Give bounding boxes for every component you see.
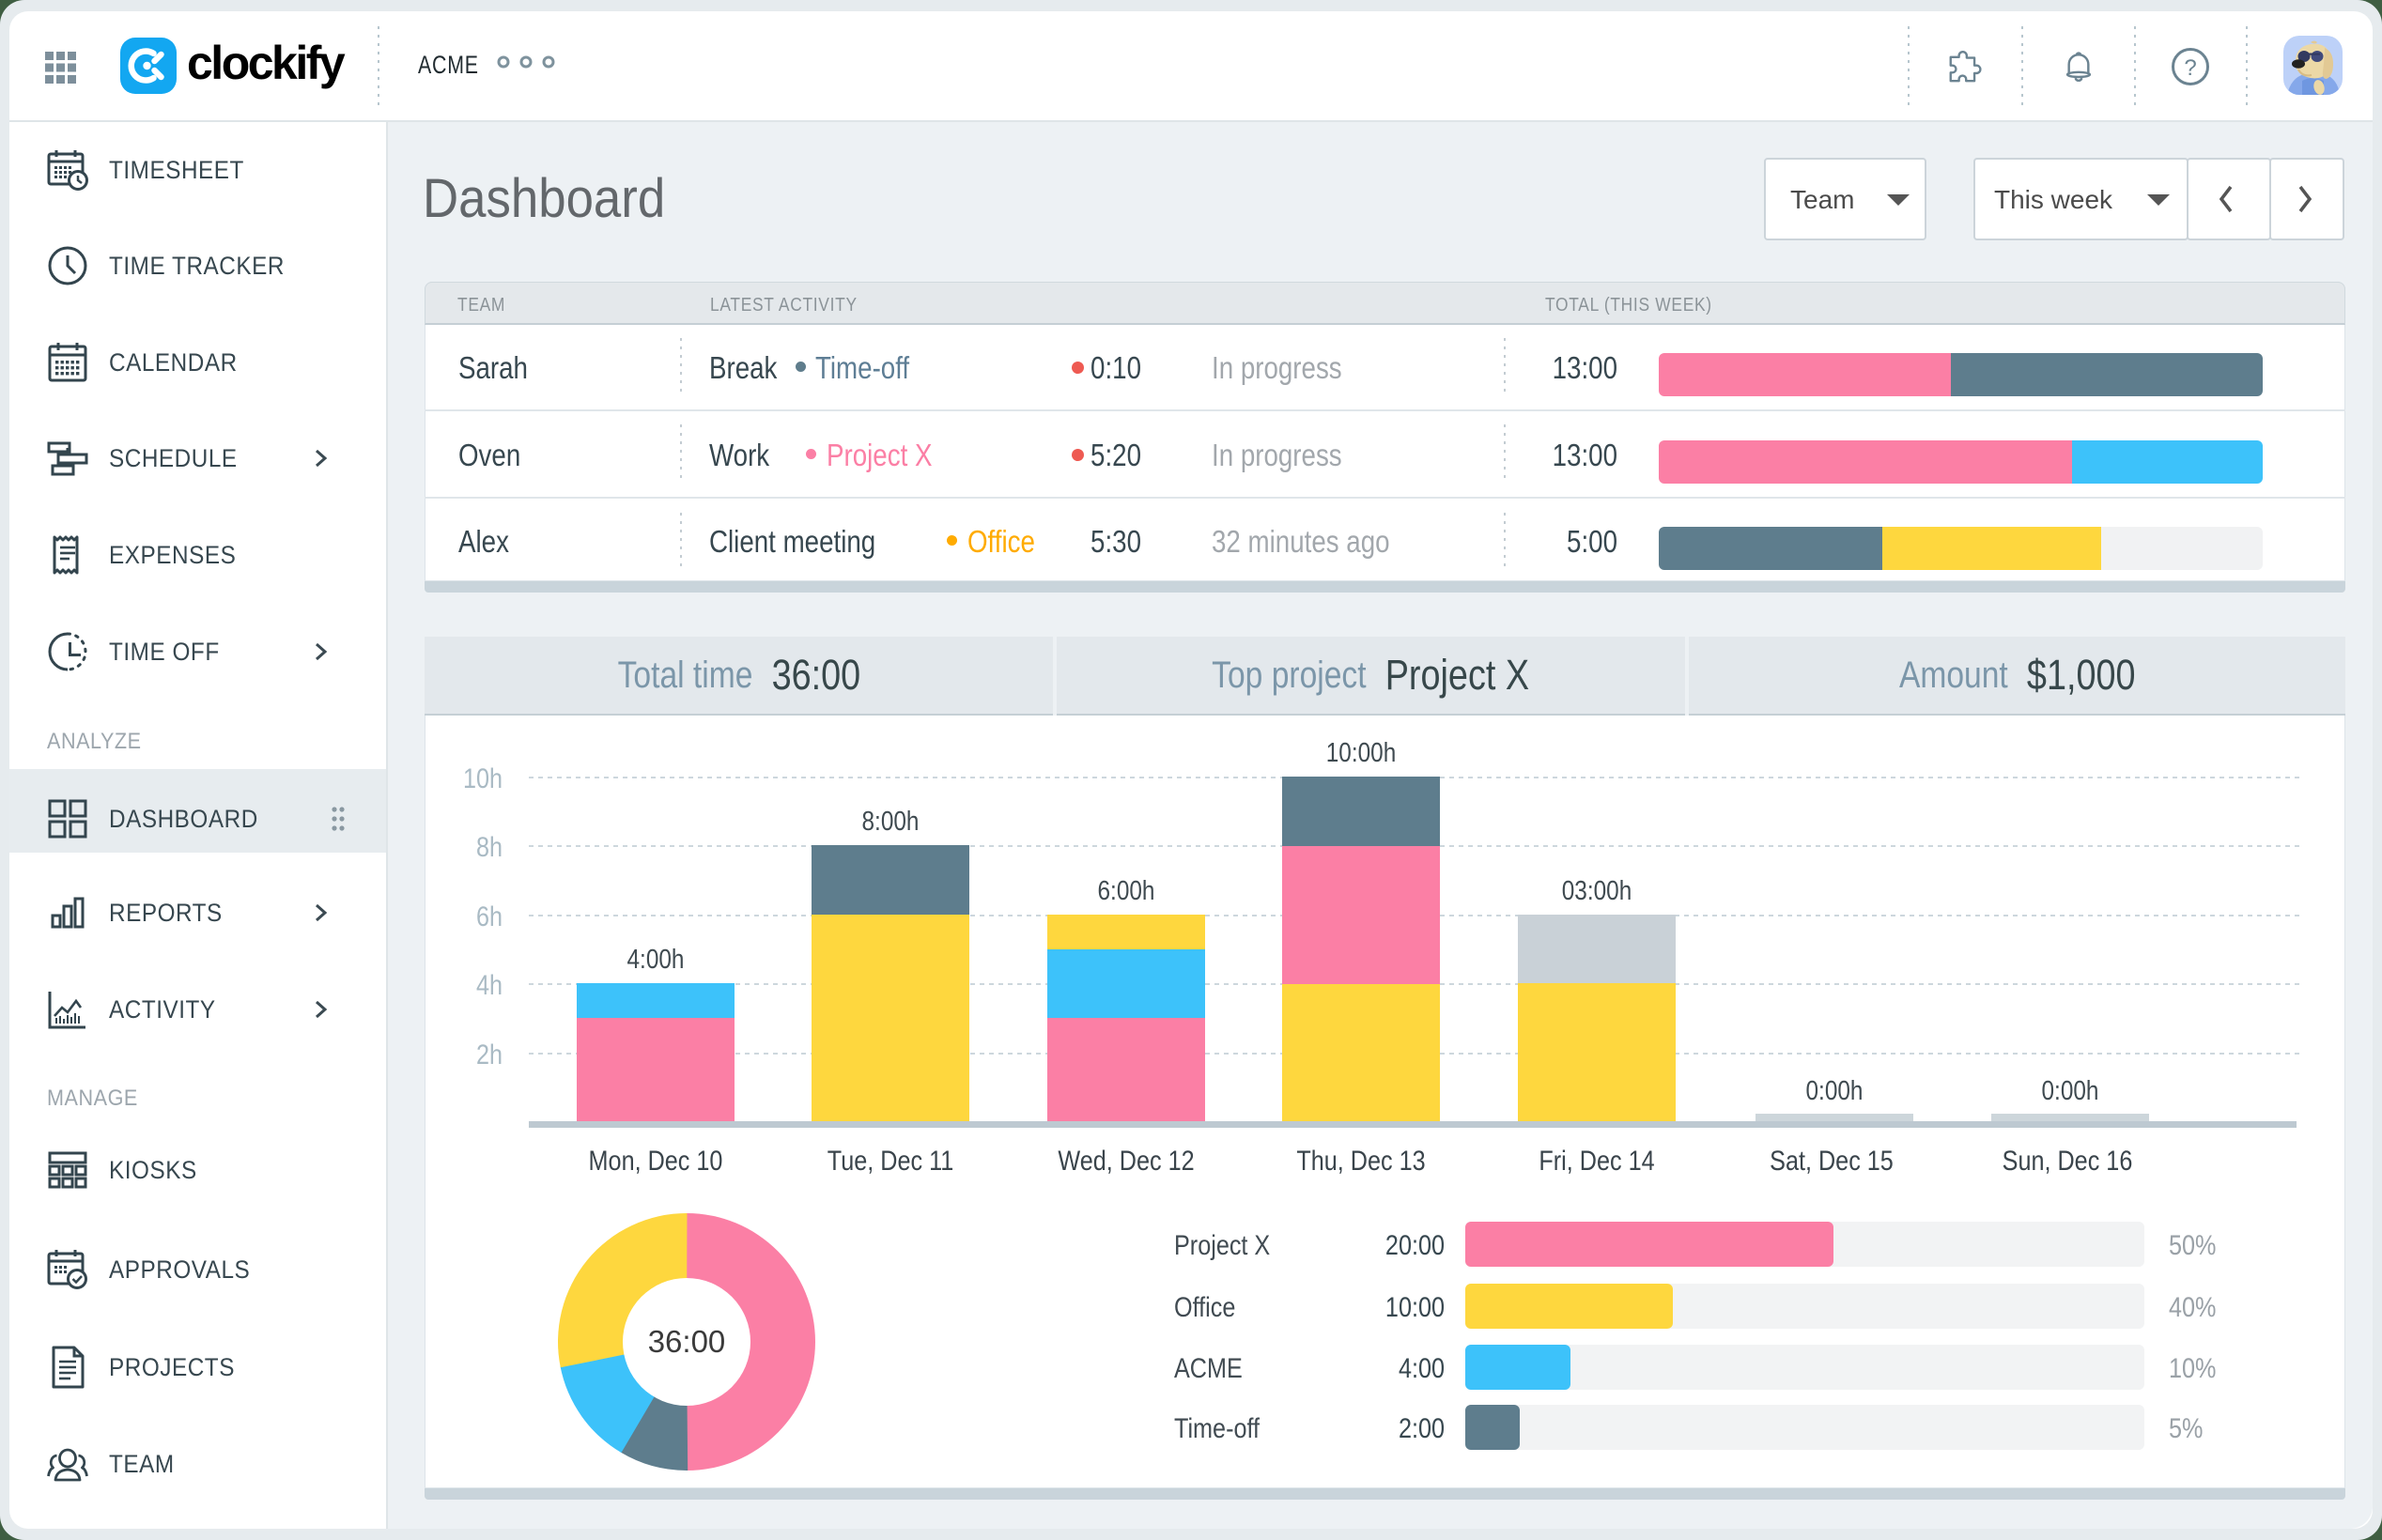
svg-text:?: ? [2184, 55, 2196, 81]
